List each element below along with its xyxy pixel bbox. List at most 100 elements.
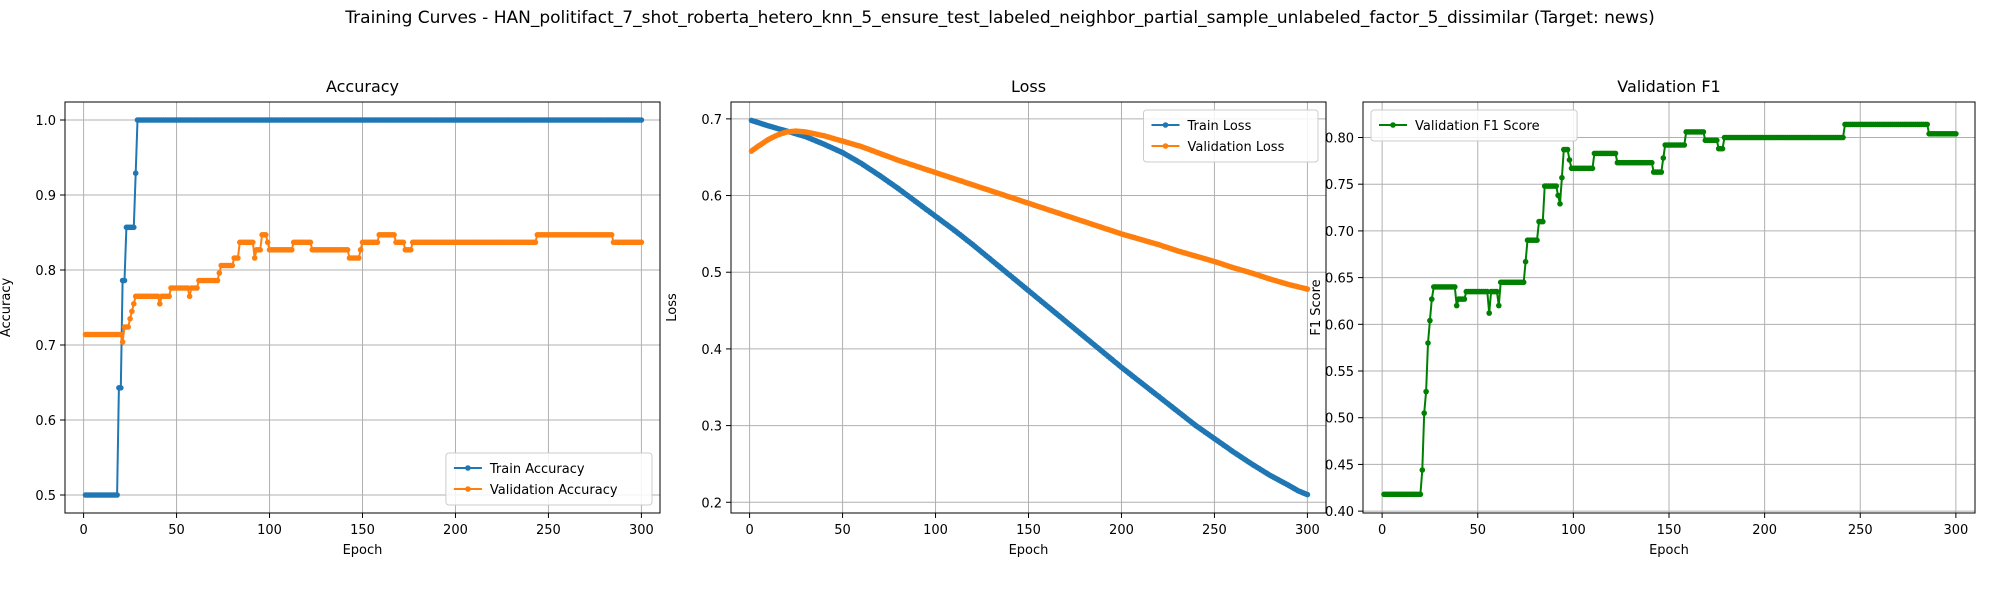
y-tick-label: 0.70 xyxy=(1325,225,1354,240)
y-tick-label: 0.7 xyxy=(701,113,722,128)
data-point xyxy=(1924,121,1930,128)
data-point xyxy=(251,255,258,261)
data-point xyxy=(1417,491,1424,498)
data-point xyxy=(1589,165,1596,172)
legend-box xyxy=(445,452,653,506)
y-tick-label: 0.8 xyxy=(35,264,56,279)
x-tick-label: 150 xyxy=(350,523,375,538)
data-point xyxy=(216,270,223,276)
x-axis-label: Epoch xyxy=(1009,543,1049,558)
data-point xyxy=(1494,288,1500,295)
x-tick-label: 200 xyxy=(443,523,468,538)
y-tick-label: 0.80 xyxy=(1325,131,1354,146)
data-point xyxy=(1557,201,1563,207)
data-point xyxy=(229,262,236,269)
data-point xyxy=(1522,258,1529,265)
chart-title: Loss xyxy=(1011,77,1046,96)
y-tick-label: 0.55 xyxy=(1325,365,1354,380)
data-point xyxy=(263,232,269,238)
data-point xyxy=(1453,302,1460,309)
data-point xyxy=(1496,302,1502,309)
y-tick-label: 1.0 xyxy=(35,114,56,129)
y-tick-label: 0.5 xyxy=(701,266,722,281)
data-point xyxy=(400,239,407,246)
data-point xyxy=(1520,279,1527,286)
data-point xyxy=(1840,134,1846,141)
x-tick-label: 100 xyxy=(923,523,948,538)
chart-title: Accuracy xyxy=(326,77,399,96)
data-point xyxy=(166,293,172,300)
legend-box xyxy=(1370,109,1578,142)
x-tick-label: 0 xyxy=(79,523,87,538)
x-tick-label: 50 xyxy=(834,523,851,538)
data-point xyxy=(408,247,414,253)
data-point xyxy=(186,293,193,300)
x-tick-label: 200 xyxy=(1752,523,1777,538)
x-tick-label: 300 xyxy=(1943,523,1968,538)
y-tick-label: 0.3 xyxy=(701,420,722,435)
data-point xyxy=(1427,317,1433,324)
legend: Validation F1 Score xyxy=(1370,109,1578,142)
data-point xyxy=(257,247,264,253)
data-point xyxy=(1553,183,1559,189)
data-point xyxy=(1423,388,1429,395)
x-tick-label: 0 xyxy=(745,523,753,538)
y-tick-label: 0.7 xyxy=(35,339,56,354)
data-point xyxy=(1534,237,1540,243)
data-point xyxy=(1719,145,1726,152)
y-tick-label: 0.2 xyxy=(701,496,722,511)
legend-box xyxy=(1143,109,1319,163)
data-point xyxy=(1304,286,1311,292)
x-tick-label: 300 xyxy=(629,523,654,538)
data-point xyxy=(1564,146,1571,153)
legend-label: Validation F1 Score xyxy=(1415,119,1540,134)
data-point xyxy=(1486,310,1492,316)
data-point xyxy=(132,170,139,176)
data-point xyxy=(356,255,362,261)
data-point xyxy=(1559,174,1565,181)
legend-label: Train Loss xyxy=(1187,119,1252,134)
y-axis-label: Accuracy xyxy=(0,278,14,338)
data-point xyxy=(1660,155,1667,161)
x-tick-label: 150 xyxy=(1657,523,1682,538)
data-point xyxy=(125,324,131,330)
legend-swatch-marker xyxy=(465,465,471,471)
data-point xyxy=(1714,137,1720,144)
data-point xyxy=(194,285,200,291)
data-point xyxy=(129,308,135,315)
series-line xyxy=(85,119,642,496)
data-point xyxy=(157,301,163,307)
x-tick-label: 250 xyxy=(536,523,561,538)
y-tick-label: 0.75 xyxy=(1325,178,1354,193)
data-point xyxy=(1555,192,1561,199)
data-point xyxy=(307,239,314,246)
data-point xyxy=(1681,142,1688,148)
y-tick-label: 0.4 xyxy=(701,343,722,358)
y-axis-label: Loss xyxy=(665,293,680,322)
data-point xyxy=(119,339,126,345)
data-point xyxy=(608,232,615,238)
data-point xyxy=(1461,296,1468,302)
data-point xyxy=(289,247,295,253)
data-point xyxy=(1566,157,1573,163)
y-tick-label: 0.65 xyxy=(1325,272,1354,287)
data-point xyxy=(1649,159,1655,166)
x-axis-label: Epoch xyxy=(343,543,383,558)
y-axis-label: F1 Score xyxy=(1309,279,1324,335)
series-line xyxy=(751,119,1308,496)
chart-title: Validation F1 xyxy=(1617,77,1720,96)
data-point xyxy=(391,232,397,238)
data-point xyxy=(214,277,221,284)
chart-panel-3: 0 50 100 150 200 250 300 0.40 0.45 0.50 0.55 0.60 0.… xyxy=(1309,77,1976,558)
data-point xyxy=(357,247,364,253)
data-point xyxy=(374,239,381,246)
x-tick-label: 100 xyxy=(257,523,282,538)
legend-swatch-marker xyxy=(1162,143,1169,149)
legend-swatch-marker xyxy=(1162,122,1169,128)
data-point xyxy=(1953,131,1959,137)
data-point xyxy=(344,247,351,253)
chart-panel-1: 0 50 100 150 200 250 300 0.5 0.6 0.7 0.8 0.9 1.0 Accu… xyxy=(0,77,661,558)
x-tick-label: 250 xyxy=(1848,523,1873,538)
